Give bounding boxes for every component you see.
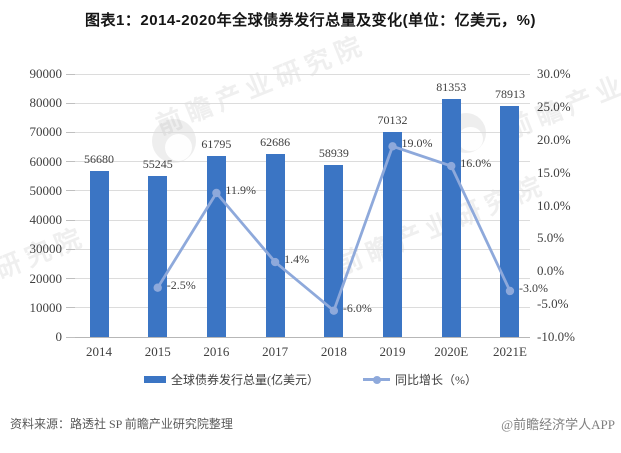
x-axis-label-2019: 2019 <box>379 344 406 359</box>
right-axis-tick-label: 15.0% <box>537 164 571 180</box>
left-axis-tick-label: 90000 <box>29 66 63 81</box>
line-dot-swatch-icon <box>363 375 390 384</box>
left-axis-tick <box>66 74 75 75</box>
line-point-label: 16.0% <box>460 156 492 171</box>
left-axis-tick <box>66 132 75 133</box>
left-axis-tick <box>66 278 75 279</box>
bar-value-label: 58939 <box>318 145 349 160</box>
bar-value-label: 78913 <box>494 87 525 102</box>
line-point-label: 1.4% <box>284 252 310 267</box>
bar-value-label: 61795 <box>201 137 232 152</box>
left-axis-tick <box>66 307 75 308</box>
bar-value-label: 81353 <box>436 80 467 95</box>
right-axis-tick-label: -10.0% <box>537 329 575 344</box>
right-axis-tick-label: 10.0% <box>537 197 571 213</box>
x-axis-label-2020E: 2020E <box>434 344 469 359</box>
legend-label: 同比增长（%） <box>395 373 477 387</box>
left-axis-tick <box>66 337 75 338</box>
bar-2014 <box>89 171 109 337</box>
legend-label: 全球债券发行总量(亿美元） <box>171 373 319 387</box>
source-note: 资料来源：路透社 SP 前瞻产业研究院整理 <box>10 417 233 431</box>
right-axis-tick-label: 25.0% <box>537 98 571 114</box>
left-axis-tick <box>66 103 75 104</box>
right-axis-tick-label: 30.0% <box>537 66 571 81</box>
left-axis-tick <box>66 161 75 162</box>
line-point-label: 11.9% <box>225 183 256 197</box>
left-axis-tick-label: 10000 <box>29 299 63 315</box>
x-axis-label-2015: 2015 <box>144 344 171 359</box>
left-axis-tick-label: 60000 <box>29 153 63 169</box>
left-axis-tick-label: 50000 <box>29 182 63 198</box>
right-axis-tick-label: 0.0% <box>537 263 565 279</box>
line-point-label: 19.0% <box>401 136 433 151</box>
left-axis-tick-label: 80000 <box>29 95 63 111</box>
x-axis-label-2017: 2017 <box>262 344 289 359</box>
bar-value-label: 62686 <box>260 134 291 149</box>
x-axis-label-2018: 2018 <box>320 344 347 359</box>
line-point-label: -2.5% <box>166 277 196 292</box>
x-axis-label-2021E: 2021E <box>492 344 527 359</box>
left-axis-tick <box>66 249 75 250</box>
left-axis-tick-label: 20000 <box>29 270 63 286</box>
line-point-label: -6.0% <box>342 300 372 315</box>
bar-value-label: 56680 <box>84 152 114 167</box>
left-axis-tick <box>66 220 75 221</box>
legend-item-bar-series: 全球债券发行总量(亿美元） <box>144 371 319 388</box>
chart-title: 图表1：2014-2020年全球债券发行总量及变化(单位：亿美元，%) <box>85 12 536 29</box>
gridline <box>75 132 530 133</box>
left-axis-tick-label: 0 <box>55 329 63 344</box>
left-axis-tick-label: 30000 <box>29 241 63 257</box>
right-axis-tick-label: 20.0% <box>537 131 571 147</box>
chart-legend: 全球债券发行总量(亿美元） 同比增长（%） <box>0 371 621 388</box>
bar-swatch-icon <box>144 376 166 383</box>
legend-item-line-series: 同比增长（%） <box>363 371 477 388</box>
line-dot-icon <box>373 375 381 384</box>
x-axis-line <box>75 337 530 338</box>
bar-value-label: 70132 <box>377 113 408 128</box>
gridline <box>75 103 530 104</box>
right-axis-tick-label: -5.0% <box>537 296 569 312</box>
right-axis-tick-label: 5.0% <box>537 230 565 246</box>
x-axis-label-2014: 2014 <box>86 344 112 359</box>
bar-value-label: 55245 <box>142 156 173 171</box>
x-axis-label-2016: 2016 <box>203 344 230 359</box>
gridline <box>75 74 530 75</box>
line-point-label: -3.0% <box>518 280 548 295</box>
left-axis-tick-label: 40000 <box>29 212 63 228</box>
credit-watermark: @前瞻经济学人APP <box>501 417 615 432</box>
left-axis-tick-label: 70000 <box>29 124 63 140</box>
left-axis-tick <box>66 190 75 191</box>
